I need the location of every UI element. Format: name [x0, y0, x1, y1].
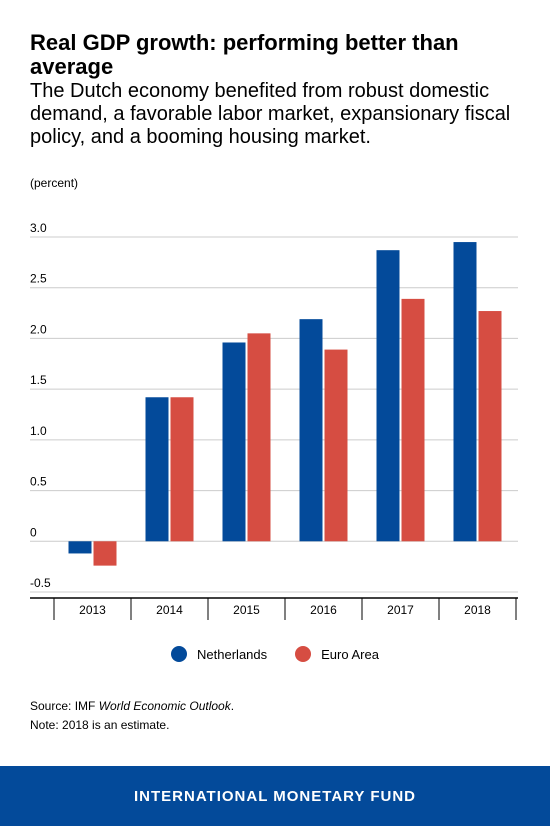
legend-label-netherlands: Netherlands [197, 646, 268, 662]
x-tick-label: 2014 [156, 603, 183, 617]
source-publication: World Economic Outlook [98, 699, 231, 713]
imf-footer-banner: INTERNATIONAL MONETARY FUND [0, 766, 550, 826]
x-tick-label: 2015 [233, 603, 260, 617]
bar-netherlands-2016 [299, 319, 323, 542]
imf-footer-text: INTERNATIONAL MONETARY FUND [134, 787, 416, 805]
x-tick-label: 2018 [464, 603, 491, 617]
source-note: Source: IMF World Economic Outlook. [30, 699, 234, 713]
legend-swatch-netherlands [171, 646, 188, 662]
bar-netherlands-2013 [68, 541, 92, 554]
y-tick-label: 2.0 [30, 322, 47, 336]
y-tick-label: 1.5 [30, 373, 47, 387]
bar-euro-area-2016 [324, 349, 348, 542]
bar-netherlands-2015 [222, 342, 246, 542]
x-tick-label: 2016 [310, 603, 337, 617]
legend-item-euro-area: Euro Area [295, 646, 379, 662]
legend-label-euro-area: Euro Area [321, 646, 379, 662]
grid-lines [30, 236, 518, 593]
bar-euro-area-2014 [170, 397, 194, 542]
y-tick-label: 0 [30, 525, 37, 539]
legend-item-netherlands: Netherlands [171, 646, 267, 662]
bar-netherlands-2018 [453, 242, 477, 542]
bar-euro-area-2017 [401, 298, 425, 542]
x-tick-label: 2017 [387, 603, 414, 617]
y-tick-label: 3.0 [30, 221, 47, 235]
chart-subtitle: The Dutch economy benefited from robust … [30, 80, 511, 148]
bar-euro-area-2018 [478, 311, 502, 542]
source-suffix: . [230, 699, 235, 713]
legend-swatch-euro-area [295, 646, 312, 662]
y-tick-label: -0.5 [30, 576, 51, 590]
bar-euro-area-2015 [247, 333, 271, 542]
x-tick-label: 2013 [79, 603, 106, 617]
legend: Netherlands Euro Area [0, 646, 550, 662]
estimate-note: Note: 2018 is an estimate. [30, 718, 170, 732]
tick-labels: -0.5 0 0.5 1.0 1.5 2.0 2.5 3.0 2013 2014 2015 2016 2… [30, 221, 491, 617]
y-tick-label: 2.5 [30, 272, 47, 286]
bar-netherlands-2017 [376, 250, 400, 542]
source-prefix: Source: IMF [30, 699, 99, 713]
bars [68, 242, 502, 566]
bar-chart: -0.5 0 0.5 1.0 1.5 2.0 2.5 3.0 2013 2014 2015 2016 2… [30, 221, 518, 620]
bar-netherlands-2014 [145, 397, 169, 542]
bar-euro-area-2013 [93, 541, 117, 566]
x-axis [30, 597, 518, 620]
y-tick-label: 0.5 [30, 475, 47, 489]
chart-title: Real GDP growth: performing better than … [30, 30, 459, 79]
y-tick-label: 1.0 [30, 424, 47, 438]
unit-label: (percent) [30, 176, 79, 190]
